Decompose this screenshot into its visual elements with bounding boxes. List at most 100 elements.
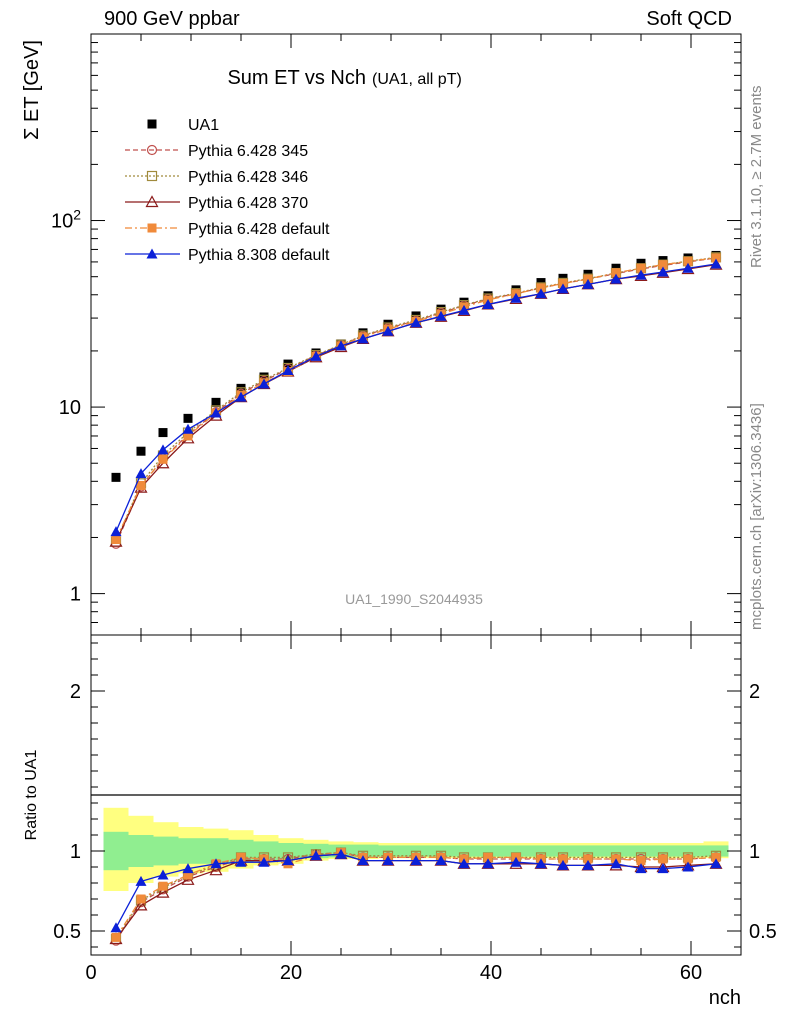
main-series-point — [458, 304, 470, 315]
main-series-line — [115, 257, 717, 545]
ratio-series-point — [382, 855, 394, 866]
ratio-series-point — [183, 870, 193, 880]
main-series-point — [582, 278, 594, 289]
header-right-label: Soft QCD — [646, 8, 732, 30]
ratio-series-point — [357, 855, 369, 866]
header-left-label: 900 GeV ppbar — [104, 8, 240, 30]
ratio-series-point — [710, 858, 722, 869]
x-tick-label: 40 — [480, 962, 502, 984]
ratio-series-point — [210, 858, 222, 869]
main-series-line — [115, 257, 717, 540]
ratio-series-point — [510, 856, 522, 867]
ratio-series-point — [711, 852, 721, 862]
ratio-series-point — [335, 848, 347, 859]
ratio-y-axis-label: Ratio to UA1 — [23, 750, 40, 841]
legend-marker — [145, 195, 159, 208]
ratio-band-inner — [153, 836, 179, 866]
main-series-line — [115, 256, 717, 542]
main-y-axis-label: Σ ET [GeV] — [21, 40, 43, 140]
ratio-y-tick-label-right: 0.5 — [749, 921, 777, 943]
main-series-point — [158, 454, 168, 464]
legend-label: Pythia 8.308 default — [188, 247, 330, 264]
main-series-point — [459, 297, 469, 307]
y-tick-label: 102 — [51, 207, 81, 233]
legend-label: Pythia 6.428 345 — [188, 143, 308, 160]
main-series-point — [683, 256, 693, 266]
main-series-line — [115, 264, 717, 542]
main-axis-ticks: 1 10 102 — [51, 34, 742, 636]
legend-marker — [146, 248, 158, 259]
main-series-point — [158, 428, 168, 438]
ratio-band-inner — [678, 845, 704, 857]
main-series-point — [382, 325, 394, 336]
ratio-series-point — [157, 869, 169, 880]
legend-label: Pythia 6.428 346 — [188, 169, 308, 186]
main-series-point — [658, 260, 668, 270]
legend: UA1 Pythia 6.428 345 Pythia 6.428 346 Pythi… — [125, 117, 330, 264]
main-series-point — [636, 263, 646, 273]
ratio-series-point — [134, 898, 148, 911]
legend-label: Pythia 6.428 default — [188, 221, 330, 238]
ratio-series-group — [109, 847, 723, 946]
x-tick-label: 60 — [680, 962, 702, 984]
main-series-point — [436, 304, 446, 314]
ratio-series-point — [635, 863, 647, 874]
ratio-series-point — [582, 859, 594, 870]
ratio-band-inner — [103, 831, 129, 871]
ratio-series-point — [683, 854, 693, 864]
ratio-series-point — [535, 858, 547, 869]
ratio-series-point — [209, 863, 223, 876]
ratio-band-inner — [578, 845, 604, 857]
ratio-series-point — [483, 852, 493, 862]
main-series-point — [535, 288, 547, 299]
ratio-series-point — [135, 875, 147, 886]
legend-label: UA1 — [188, 117, 219, 134]
ratio-y-tick-label: 1 — [70, 841, 81, 863]
ratio-uncertainty-bands — [103, 807, 729, 891]
main-series-point — [357, 333, 369, 344]
x-axis-label: nch — [709, 987, 741, 1009]
main-series-point — [711, 253, 721, 263]
main-series-point — [136, 480, 146, 490]
main-series-point — [182, 423, 194, 434]
x-tick-label: 20 — [280, 962, 302, 984]
main-series-group — [109, 250, 723, 549]
main-series-point — [510, 292, 522, 303]
ratio-series-point — [458, 858, 470, 869]
main-series-point — [183, 413, 193, 423]
ratio-series-point — [610, 858, 622, 869]
ratio-band-inner — [503, 845, 529, 857]
ratio-band-inner — [653, 845, 679, 857]
ratio-axis-ticks: 0.5 0.51 12 20 20 40 60 — [53, 635, 777, 984]
ratio-series-point — [111, 932, 121, 942]
ratio-series-point — [435, 855, 447, 866]
ratio-series-point — [636, 856, 646, 866]
main-series-point — [710, 258, 722, 269]
main-series-point — [536, 283, 546, 293]
main-series-point — [258, 378, 270, 389]
analysis-watermark: UA1_1990_S2044935 — [345, 591, 483, 607]
ratio-series-point — [657, 863, 669, 874]
ratio-band-inner — [628, 845, 654, 857]
ratio-series-point — [658, 854, 668, 864]
main-series-point — [183, 431, 193, 441]
legend-marker — [147, 223, 157, 233]
ratio-band-inner — [278, 843, 304, 859]
ratio-series-point — [282, 855, 294, 866]
x-tick-label: 0 — [85, 962, 96, 984]
main-series-point — [282, 365, 294, 376]
main-series-point — [136, 446, 146, 456]
ratio-y-tick-label-right: 2 — [749, 681, 760, 703]
ratio-series-point — [110, 922, 122, 933]
ratio-series-point — [136, 894, 146, 904]
main-series-line — [115, 263, 717, 532]
ratio-band-inner — [128, 835, 154, 867]
legend-marker — [146, 170, 158, 182]
ratio-series-point — [583, 854, 593, 864]
main-series-point — [157, 444, 169, 455]
ratio-band-inner — [528, 845, 554, 857]
ratio-series-point — [158, 881, 168, 891]
main-series-point — [557, 283, 569, 294]
legend-marker — [147, 119, 157, 129]
